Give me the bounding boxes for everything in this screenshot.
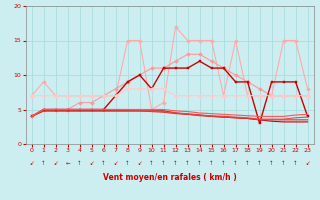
X-axis label: Vent moyen/en rafales ( km/h ): Vent moyen/en rafales ( km/h ) xyxy=(103,173,236,182)
